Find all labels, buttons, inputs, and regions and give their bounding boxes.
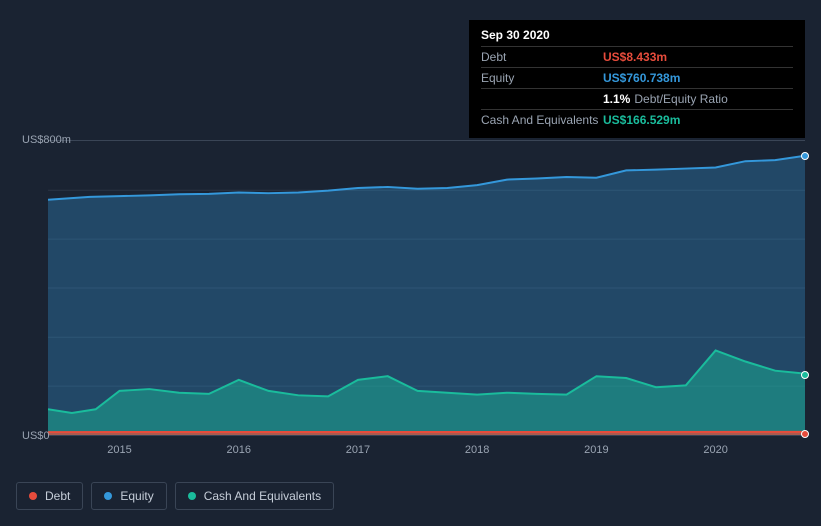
x-axis-label: 2019 xyxy=(584,444,608,456)
tooltip-row: EquityUS$760.738m xyxy=(481,67,793,88)
tooltip-row: DebtUS$8.433m xyxy=(481,46,793,67)
tooltip-value: US$760.738m xyxy=(603,71,680,85)
tooltip-label xyxy=(481,92,603,106)
tooltip-date: Sep 30 2020 xyxy=(481,28,793,46)
series-end-marker xyxy=(801,371,809,379)
legend-label: Cash And Equivalents xyxy=(204,489,321,503)
legend-item-equity[interactable]: Equity xyxy=(91,482,166,510)
chart-tooltip: Sep 30 2020 DebtUS$8.433mEquityUS$760.73… xyxy=(469,20,805,138)
legend-dot-icon xyxy=(188,492,196,500)
x-axis-label: 2016 xyxy=(226,444,250,456)
tooltip-label: Cash And Equivalents xyxy=(481,113,603,127)
x-axis-label: 2020 xyxy=(703,444,727,456)
x-axis-label: 2017 xyxy=(346,444,370,456)
legend-item-cash-and-equivalents[interactable]: Cash And Equivalents xyxy=(175,482,334,510)
tooltip-row: Cash And EquivalentsUS$166.529m xyxy=(481,109,793,130)
tooltip-value-text: Debt/Equity Ratio xyxy=(634,92,727,106)
x-axis-label: 2015 xyxy=(107,444,131,456)
series-end-marker xyxy=(801,152,809,160)
tooltip-value-pct: 1.1% xyxy=(603,92,630,106)
tooltip-value: US$166.529m xyxy=(603,113,680,127)
tooltip-value: US$8.433m xyxy=(603,50,667,64)
y-axis-label: US$800m xyxy=(22,134,71,146)
legend-item-debt[interactable]: Debt xyxy=(16,482,83,510)
legend-dot-icon xyxy=(29,492,37,500)
series-end-marker xyxy=(801,430,809,438)
tooltip-label: Debt xyxy=(481,50,603,64)
y-axis-label: US$0 xyxy=(22,430,50,442)
debt-equity-chart: US$0 US$800m 2015 2016 2017 2018 2019 2020 xyxy=(16,120,805,466)
legend-label: Debt xyxy=(45,489,70,503)
legend-dot-icon xyxy=(104,492,112,500)
x-axis-label: 2018 xyxy=(465,444,489,456)
legend-label: Equity xyxy=(120,489,153,503)
tooltip-row: 1.1% Debt/Equity Ratio xyxy=(481,88,793,109)
chart-legend: Debt Equity Cash And Equivalents xyxy=(16,482,334,510)
tooltip-label: Equity xyxy=(481,71,603,85)
